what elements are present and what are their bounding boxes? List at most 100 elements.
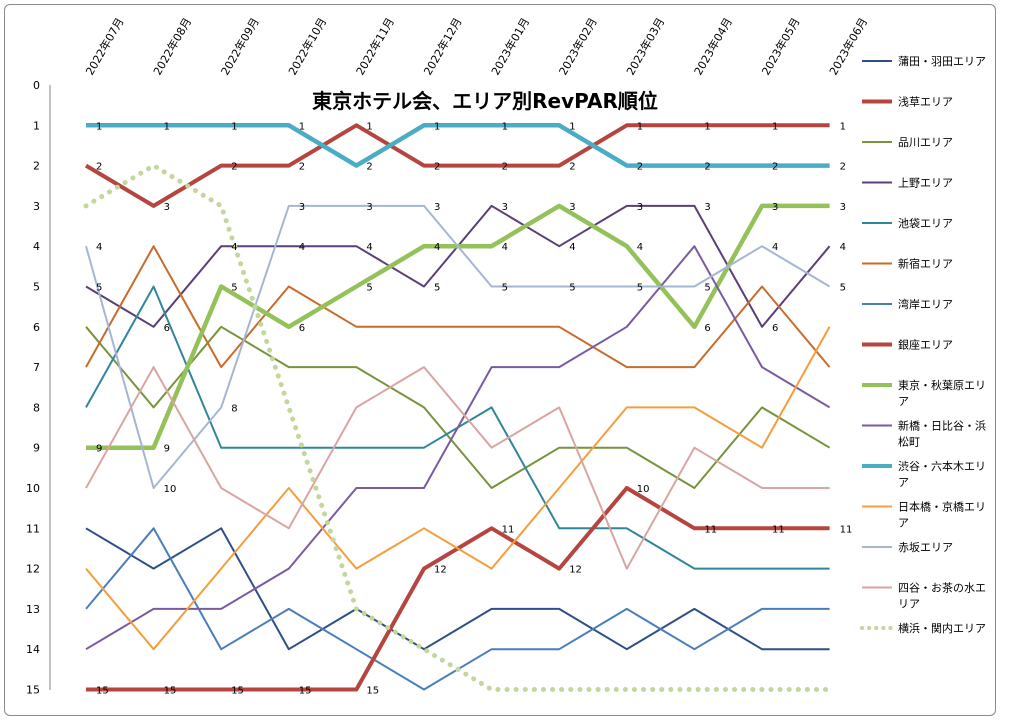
data-label: 6 [704, 323, 710, 334]
legend-label: 蒲田・羽田エリア [898, 54, 986, 68]
data-label: 9 [96, 444, 102, 455]
data-label: 2 [772, 162, 778, 173]
data-label: 2 [434, 162, 440, 173]
data-label: 4 [772, 242, 778, 253]
data-label: 2 [637, 162, 643, 173]
data-label: 3 [299, 202, 305, 213]
series-line [83, 163, 833, 692]
y-tick-label: 14 [26, 643, 40, 656]
data-label: 3 [434, 202, 440, 213]
data-label: 1 [569, 121, 575, 132]
data-label: 1 [637, 121, 643, 132]
data-label: 4 [637, 242, 643, 253]
y-tick-label: 6 [33, 321, 40, 334]
legend-label: ア [898, 517, 909, 530]
data-label: 4 [366, 242, 372, 253]
series-line [84, 123, 830, 208]
legend-label: 池袋エリア [898, 216, 953, 230]
data-label: 1 [164, 121, 170, 132]
data-label: 12 [434, 565, 447, 576]
legend-label: 渋谷・六本木エリ [898, 459, 986, 473]
data-label: 2 [231, 162, 237, 173]
series-line [86, 486, 830, 692]
y-tick-label: 0 [33, 79, 40, 92]
data-label: 1 [299, 121, 305, 132]
series-line [85, 326, 831, 651]
data-label: 5 [637, 283, 643, 294]
data-label: 1 [704, 121, 710, 132]
data-label: 5 [231, 283, 237, 294]
y-tick-label: 8 [33, 401, 40, 414]
data-label: 15 [299, 686, 312, 697]
data-label: 5 [502, 283, 508, 294]
data-label: 3 [704, 202, 710, 213]
data-label: 1 [772, 121, 778, 132]
data-label: 5 [366, 283, 372, 294]
data-label: 1 [502, 121, 508, 132]
data-label: 11 [840, 524, 853, 535]
data-label: 5 [96, 283, 102, 294]
y-tick-label: 11 [26, 522, 40, 535]
data-label: 3 [366, 202, 372, 213]
data-label: 15 [164, 686, 177, 697]
data-label: 1 [231, 121, 237, 132]
data-label: 2 [366, 162, 372, 173]
y-tick-label: 13 [26, 603, 40, 616]
data-label: 6 [772, 323, 778, 334]
legend-label: 赤坂エリア [898, 541, 953, 554]
y-tick-label: 5 [33, 281, 40, 294]
data-label: 6 [164, 323, 170, 334]
legend-label: 東京・秋葉原エリ [898, 378, 986, 392]
data-label: 2 [96, 162, 102, 173]
data-label: 4 [231, 242, 237, 253]
data-label: 4 [96, 242, 102, 253]
legend-label: 湾岸エリア [898, 297, 953, 311]
data-label: 4 [840, 242, 846, 253]
legend-label: 浅草エリア [898, 96, 953, 109]
x-tick-label: 2023年01月 [488, 15, 532, 77]
x-tick-label: 2022年10月 [285, 15, 329, 77]
data-label: 3 [164, 202, 170, 213]
series-line [85, 204, 831, 328]
series-line [85, 245, 831, 651]
data-label: 1 [366, 121, 372, 132]
data-label: 3 [502, 202, 508, 213]
y-tick-label: 9 [33, 442, 40, 455]
data-label: 15 [231, 686, 244, 697]
y-tick-label: 12 [26, 563, 40, 576]
data-label: 1 [840, 121, 846, 132]
x-tick-label: 2022年09月 [218, 15, 262, 77]
data-label: 11 [502, 524, 515, 535]
y-tick-label: 2 [33, 160, 40, 173]
data-label: 3 [840, 202, 846, 213]
data-label: 4 [502, 242, 508, 253]
series-line [86, 123, 830, 168]
legend-label: 品川エリア [898, 136, 953, 149]
y-tick-label: 3 [33, 200, 40, 213]
legend-label: 日本橋・京橋エリ [898, 500, 986, 514]
data-label: 5 [704, 283, 710, 294]
data-label: 2 [299, 162, 305, 173]
data-label: 2 [840, 162, 846, 173]
legend-label: 銀座エリア [898, 338, 953, 352]
y-tick-label: 7 [33, 361, 40, 374]
legend-label: ア [898, 476, 909, 489]
data-label: 2 [569, 162, 575, 173]
legend-label: 横浜・関内エリア [898, 621, 986, 635]
data-label: 4 [299, 242, 305, 253]
data-label: 15 [366, 686, 379, 697]
data-label: 1 [96, 121, 102, 132]
x-tick-label: 2023年06月 [826, 15, 870, 77]
legend-label: 新宿エリア [898, 257, 953, 271]
legend-label: 四谷・お茶の水エ [898, 582, 986, 595]
series-line [85, 527, 830, 651]
legend-label: リア [898, 598, 920, 611]
x-tick-label: 2022年08月 [150, 15, 194, 77]
data-label: 5 [840, 283, 846, 294]
legend: 蒲田・羽田エリア浅草エリア品川エリア上野エリア池袋エリア新宿エリア湾岸エリア銀座… [860, 54, 986, 635]
series-line [85, 325, 831, 489]
x-axis-ticks: 2022年07月 2022年08月 2022年09月 2022年10月 2022年11月… [82, 15, 870, 77]
x-tick-label: 2022年07月 [82, 15, 126, 77]
data-label: 2 [502, 162, 508, 173]
